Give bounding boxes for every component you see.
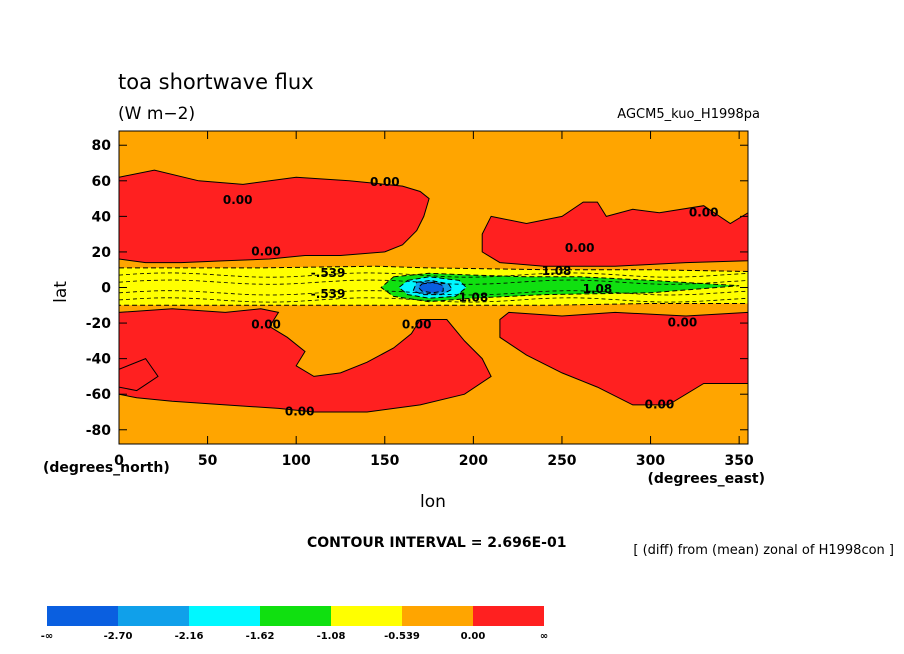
contour-label-4: 0.00 xyxy=(251,245,281,259)
x-tick-label-7: 350 xyxy=(725,453,754,469)
colorbar-label-1: -∞ xyxy=(41,631,53,642)
chart-units: (W m−2) xyxy=(118,104,195,124)
contour-label-7: 1.08 xyxy=(542,264,572,278)
x-axis-note: (degrees_east) xyxy=(647,471,765,487)
colorbar-label-4: -1.62 xyxy=(246,631,275,642)
colorbar-swatch-1 xyxy=(47,606,118,626)
y-tick-label-0: 80 xyxy=(92,138,112,154)
x-tick-label-6: 300 xyxy=(636,453,665,469)
contour-label-8: 1.08 xyxy=(583,282,613,296)
positive-region-1 xyxy=(119,169,430,264)
x-axis-label: lon xyxy=(420,492,446,512)
contour-interval: CONTOUR INTERVAL = 2.696E-01 xyxy=(307,535,566,551)
y-axis-note: (degrees_north) xyxy=(43,460,170,476)
contour-label-3: 0.00 xyxy=(689,205,719,219)
colorbar-swatch-4 xyxy=(260,606,331,626)
colorbar: -∞ -2.70 -2.16 -1.62 -1.08 -0.539 0.00 ∞ xyxy=(41,606,548,642)
positive-region-4 xyxy=(499,311,748,406)
x-tick-label-2: 100 xyxy=(282,453,311,469)
colorbar-label-5: -1.08 xyxy=(317,631,346,642)
colorbar-label-7: 0.00 xyxy=(461,631,486,642)
contour-label-11: 0.00 xyxy=(251,317,281,331)
contour-label-13: 0.00 xyxy=(668,316,698,330)
colorbar-swatch-6 xyxy=(402,606,473,626)
contour-label-9: -.539 xyxy=(311,287,346,301)
positive-region-2 xyxy=(481,201,748,267)
x-tick-label-5: 250 xyxy=(547,453,576,469)
x-tick-label-1: 50 xyxy=(198,453,218,469)
contour-label-1: 0.00 xyxy=(370,175,400,189)
y-tick-label-8: -80 xyxy=(86,423,112,439)
contour-label-5: 0.00 xyxy=(565,241,595,255)
y-tick-label-4: 0 xyxy=(101,281,111,297)
y-tick-label-3: 20 xyxy=(92,245,112,261)
colorbar-swatch-3 xyxy=(189,606,260,626)
contour-label-10: 1.08 xyxy=(459,291,489,305)
experiment-label: AGCM5_kuo_H1998pa xyxy=(617,107,760,122)
y-tick-label-6: -40 xyxy=(86,352,112,368)
colorbar-swatch-2 xyxy=(118,606,189,626)
contour-label-2: 0.00 xyxy=(223,193,253,207)
colorbar-label-3: -2.16 xyxy=(175,631,204,642)
chart-title: toa shortwave flux xyxy=(118,70,314,94)
contour-label-14: 0.00 xyxy=(285,405,315,419)
x-tick-label-0: 0 xyxy=(114,453,124,469)
y-tick-label-5: -20 xyxy=(86,316,112,332)
contour-label-6: -.539 xyxy=(311,266,346,280)
contour-label-12: 0.00 xyxy=(402,317,432,331)
contour-label-15: 0.00 xyxy=(645,397,675,411)
y-axis: 80 60 40 20 0 -20 -40 -60 -80 xyxy=(86,138,748,439)
y-tick-label-7: -60 xyxy=(86,387,112,403)
diff-note: [ (diff) from (mean) zonal of H1998con ] xyxy=(633,543,894,558)
positive-region-3 xyxy=(119,308,492,413)
colorbar-swatch-5 xyxy=(331,606,402,626)
x-tick-label-4: 200 xyxy=(459,453,488,469)
colorbar-swatch-7 xyxy=(473,606,544,626)
plot-area: 0.00 0.00 0.00 0.00 0.00 -.539 1.08 1.08 -.539 1.… xyxy=(118,130,749,445)
x-tick-label-3: 150 xyxy=(370,453,399,469)
colorbar-label-2: -2.70 xyxy=(104,631,133,642)
x-axis: 0 50 100 150 200 250 300 350 xyxy=(114,131,754,469)
negative-band-5 xyxy=(417,281,444,294)
y-tick-label-2: 40 xyxy=(92,209,112,225)
colorbar-label-6: -0.539 xyxy=(384,631,420,642)
y-axis-label: lat xyxy=(51,281,71,303)
positive-region-5 xyxy=(119,357,159,392)
y-tick-label-1: 60 xyxy=(92,174,112,190)
colorbar-label-8: ∞ xyxy=(540,631,548,642)
